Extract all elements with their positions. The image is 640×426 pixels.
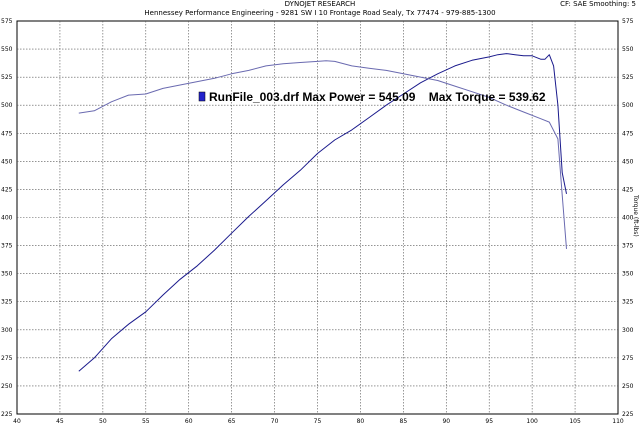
grid bbox=[17, 21, 618, 414]
right-axis-label: Torque (ft-lbs) bbox=[632, 194, 639, 237]
y-tick-label-left: 250 bbox=[1, 383, 13, 390]
x-tick-label: 95 bbox=[485, 418, 493, 425]
legend-swatch bbox=[198, 91, 206, 102]
y-tick-label-left: 450 bbox=[1, 158, 13, 165]
x-tick-label: 110 bbox=[612, 418, 624, 425]
y-tick-label-left: 475 bbox=[1, 130, 13, 137]
x-tick-label: 70 bbox=[271, 418, 279, 425]
series-line-1 bbox=[78, 53, 567, 372]
y-tick-label-left: 375 bbox=[1, 243, 13, 250]
y-tick-label-left: 500 bbox=[1, 102, 13, 109]
y-tick-label-right: 350 bbox=[622, 271, 634, 278]
y-tick-label-left: 300 bbox=[1, 327, 13, 334]
x-tick-label: 55 bbox=[142, 418, 150, 425]
y-tick-label-left: 325 bbox=[1, 299, 13, 306]
y-tick-label-right: 500 bbox=[622, 102, 634, 109]
series-line-2 bbox=[78, 60, 567, 249]
chart-header-address: Hennessey Performance Engineering - 9281… bbox=[144, 9, 496, 17]
y-tick-label-right: 325 bbox=[622, 299, 634, 306]
x-tick-label: 60 bbox=[185, 418, 193, 425]
y-tick-label-left: 525 bbox=[1, 74, 13, 81]
y-tick-label-right: 400 bbox=[622, 215, 634, 222]
y-tick-label-right: 550 bbox=[622, 46, 634, 53]
x-tick-label: 75 bbox=[314, 418, 322, 425]
y-tick-label-right: 425 bbox=[622, 186, 634, 193]
correction-factor-label: CF: SAE Smoothing: 5 bbox=[560, 0, 636, 8]
y-tick-label-left: 350 bbox=[1, 271, 13, 278]
y-tick-label-right: 575 bbox=[622, 18, 634, 25]
y-tick-label-right: 250 bbox=[622, 383, 634, 390]
x-tick-label: 100 bbox=[526, 418, 538, 425]
y-tick-label-right: 525 bbox=[622, 74, 634, 81]
y-tick-label-left: 275 bbox=[1, 355, 13, 362]
y-tick-label-left: 400 bbox=[1, 215, 13, 222]
x-tick-label: 50 bbox=[99, 418, 107, 425]
x-tick-label: 85 bbox=[400, 418, 408, 425]
x-tick-label: 65 bbox=[228, 418, 236, 425]
x-tick-label: 90 bbox=[442, 418, 450, 425]
series-group bbox=[78, 53, 567, 372]
x-tick-label: 40 bbox=[13, 418, 21, 425]
legend: RunFile_003.drf Max Power = 545.09 Max T… bbox=[198, 90, 546, 104]
chart-header-company: DYNOJET RESEARCH bbox=[284, 0, 356, 8]
y-tick-label-right: 225 bbox=[622, 411, 634, 418]
y-tick-label-left: 225 bbox=[1, 411, 13, 418]
y-tick-label-right: 300 bbox=[622, 327, 634, 334]
x-tick-label: 45 bbox=[56, 418, 64, 425]
y-tick-label-left: 575 bbox=[1, 18, 13, 25]
y-tick-label-right: 275 bbox=[622, 355, 634, 362]
y-tick-label-left: 425 bbox=[1, 186, 13, 193]
y-tick-label-right: 375 bbox=[622, 243, 634, 250]
y-tick-label-left: 550 bbox=[1, 46, 13, 53]
x-tick-label: 105 bbox=[569, 418, 581, 425]
legend-text: RunFile_003.drf Max Power = 545.09 Max T… bbox=[209, 90, 546, 104]
x-tick-label: 80 bbox=[357, 418, 365, 425]
y-tick-label-right: 475 bbox=[622, 130, 634, 137]
y-tick-label-right: 450 bbox=[622, 158, 634, 165]
